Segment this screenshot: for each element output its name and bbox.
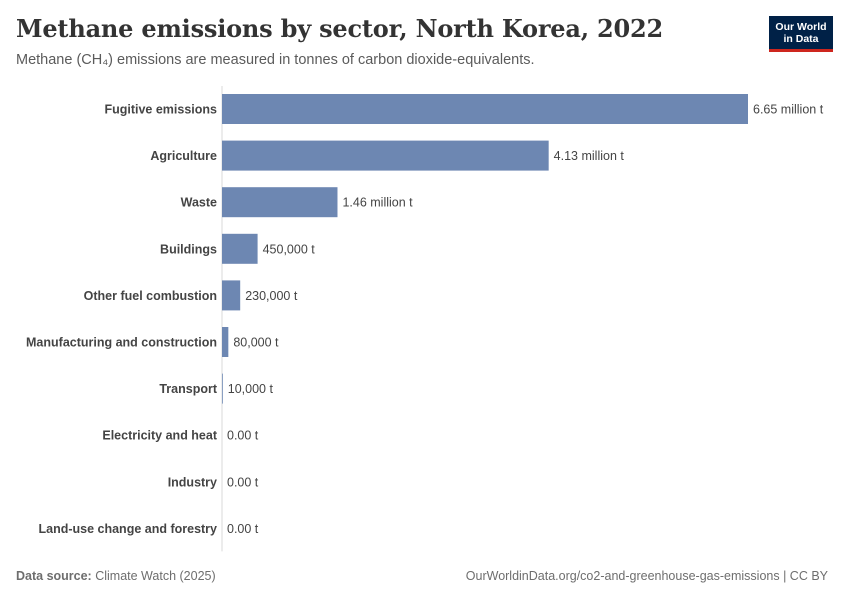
value-label: 4.13 million t <box>554 149 625 163</box>
bar[interactable] <box>222 140 549 171</box>
value-label: 80,000 t <box>233 336 279 350</box>
category-label: Fugitive emissions <box>104 103 217 117</box>
value-label: 450,000 t <box>263 242 316 256</box>
value-label: 0.00 t <box>227 475 259 489</box>
owid-logo[interactable]: Our World in Data <box>769 16 833 52</box>
bar[interactable] <box>222 327 229 357</box>
category-label: Other fuel combustion <box>84 289 217 303</box>
data-source-label: Data source: <box>16 569 92 583</box>
data-source: Data source: Climate Watch (2025) <box>16 569 216 583</box>
category-label: Transport <box>159 382 217 396</box>
bar[interactable] <box>222 187 338 218</box>
bar[interactable] <box>222 373 223 404</box>
value-label: 0.00 t <box>227 429 259 443</box>
bar[interactable] <box>222 94 748 124</box>
logo-line-2: in Data <box>783 33 819 45</box>
category-label: Land-use change and forestry <box>38 522 217 536</box>
category-label: Waste <box>181 196 217 210</box>
data-source-value[interactable]: Climate Watch (2025) <box>95 569 216 583</box>
category-label: Agriculture <box>150 149 217 163</box>
value-label: 10,000 t <box>228 382 274 396</box>
bar[interactable] <box>222 233 258 264</box>
value-label: 230,000 t <box>245 289 298 303</box>
category-label: Manufacturing and construction <box>26 336 217 350</box>
bar[interactable] <box>222 280 241 311</box>
category-label: Industry <box>168 475 217 489</box>
category-label: Buildings <box>160 242 217 256</box>
category-label: Electricity and heat <box>102 429 217 443</box>
chart-subtitle: Methane (CH₄) emissions are measured in … <box>16 52 535 68</box>
chart-title: Methane emissions by sector, North Korea… <box>16 14 664 43</box>
value-label: 1.46 million t <box>342 196 413 210</box>
value-label: 0.00 t <box>227 522 259 536</box>
value-label: 6.65 million t <box>753 103 824 117</box>
logo-line-1: Our World <box>775 21 827 33</box>
url-license[interactable]: OurWorldinData.org/co2-and-greenhouse-ga… <box>465 569 828 583</box>
bar-chart: Fugitive emissions 6.65 million t Agricult… <box>26 86 824 552</box>
